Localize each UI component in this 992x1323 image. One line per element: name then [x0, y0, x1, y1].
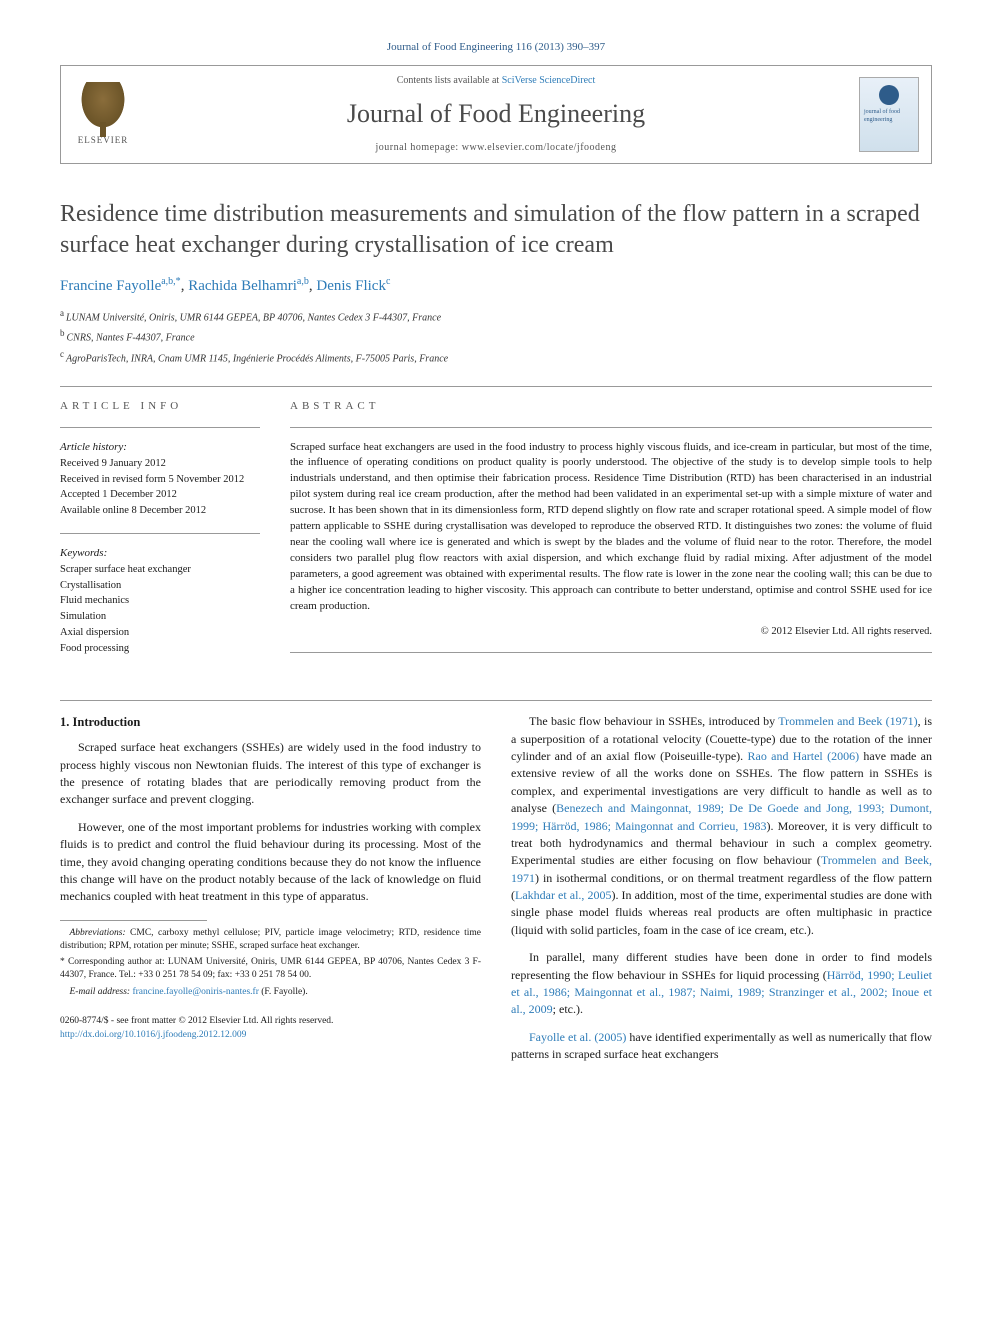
history-line: Received in revised form 5 November 2012 — [60, 473, 260, 488]
affil-text: CNRS, Nantes F-44307, France — [67, 333, 195, 344]
doi-link[interactable]: http://dx.doi.org/10.1016/j.jfoodeng.201… — [60, 1030, 246, 1040]
history-line: Available online 8 December 2012 — [60, 504, 260, 519]
history-label: Article history: — [60, 440, 260, 455]
affiliation-line: cAgroParisTech, INRA, Cnam UMR 1145, Ing… — [60, 348, 932, 366]
divider — [60, 700, 932, 701]
keyword: Axial dispersion — [60, 626, 260, 641]
body-paragraph: Scraped surface heat exchangers (SSHEs) … — [60, 739, 481, 809]
footnotes: Abbreviations: CMC, carboxy methyl cellu… — [60, 927, 481, 999]
contents-prefix: Contents lists available at — [397, 75, 502, 86]
divider — [290, 652, 932, 653]
affil-sup: b — [60, 328, 65, 338]
abstract-panel: ABSTRACT Scraped surface heat exchangers… — [290, 399, 932, 670]
footnote-corresponding: * Corresponding author at: LUNAM Univers… — [60, 956, 481, 982]
body-paragraph: However, one of the most important probl… — [60, 819, 481, 906]
homepage-prefix: journal homepage: — [376, 142, 462, 153]
keyword: Simulation — [60, 610, 260, 625]
keyword: Fluid mechanics — [60, 594, 260, 609]
footnote-abbrev-label: Abbreviations: — [70, 928, 126, 938]
author-affil-sup: a,b — [297, 276, 309, 287]
affiliation-line: bCNRS, Nantes F-44307, France — [60, 327, 932, 345]
text-span: The basic flow behaviour in SSHEs, intro… — [529, 714, 778, 728]
abstract-heading: ABSTRACT — [290, 399, 932, 414]
divider — [290, 427, 932, 428]
footnote-divider — [60, 920, 207, 921]
affil-sup: a — [60, 308, 64, 318]
author-link[interactable]: Rachida Belhamri — [188, 278, 297, 294]
journal-cover-text: journal of food engineering — [864, 108, 914, 125]
abstract-text: Scraped surface heat exchangers are used… — [290, 440, 932, 615]
keyword: Scraper surface heat exchanger — [60, 563, 260, 578]
article-info-panel: ARTICLE INFO Article history: Received 9… — [60, 399, 260, 670]
email-link[interactable]: francine.fayolle@oniris-nantes.fr — [132, 987, 258, 997]
text-span: ; etc.). — [553, 1002, 583, 1016]
article-title: Residence time distribution measurements… — [60, 199, 932, 261]
divider — [60, 533, 260, 534]
email-name: (F. Fayolle). — [261, 987, 307, 997]
divider — [60, 386, 932, 387]
copyright-line: © 2012 Elsevier Ltd. All rights reserved… — [290, 625, 932, 640]
contents-available-line: Contents lists available at SciVerse Sci… — [133, 74, 859, 88]
header-citation: Journal of Food Engineering 116 (2013) 3… — [60, 40, 932, 55]
homepage-url[interactable]: www.elsevier.com/locate/jfoodeng — [462, 142, 617, 153]
left-column: 1. Introduction Scraped surface heat exc… — [60, 713, 481, 1073]
divider — [60, 427, 260, 428]
right-column: The basic flow behaviour in SSHEs, intro… — [511, 713, 932, 1073]
header-box: ELSEVIER Contents lists available at Sci… — [60, 65, 932, 163]
author-affil-sup: c — [386, 276, 390, 287]
authors-list: Francine Fayollea,b,*, Rachida Belhamria… — [60, 275, 932, 297]
history-line: Accepted 1 December 2012 — [60, 488, 260, 503]
homepage-line: journal homepage: www.elsevier.com/locat… — [133, 141, 859, 155]
affil-sup: c — [60, 349, 64, 359]
author-link[interactable]: Francine Fayolle — [60, 278, 161, 294]
body-paragraph: In parallel, many different studies have… — [511, 949, 932, 1019]
footnote-email: E-mail address: francine.fayolle@oniris-… — [60, 986, 481, 999]
affiliation-line: aLUNAM Université, Oniris, UMR 6144 GEPE… — [60, 307, 932, 325]
email-label: E-mail address: — [70, 987, 131, 997]
affiliations: aLUNAM Université, Oniris, UMR 6144 GEPE… — [60, 307, 932, 366]
article-info-heading: ARTICLE INFO — [60, 399, 260, 414]
body-paragraph: Fayolle et al. (2005) have identified ex… — [511, 1029, 932, 1064]
elsevier-logo: ELSEVIER — [73, 80, 133, 150]
sciencedirect-link[interactable]: SciVerse ScienceDirect — [502, 75, 596, 86]
keyword: Food processing — [60, 642, 260, 657]
affil-text: LUNAM Université, Oniris, UMR 6144 GEPEA… — [66, 312, 441, 323]
author-link[interactable]: Denis Flick — [316, 278, 386, 294]
history-line: Received 9 January 2012 — [60, 457, 260, 472]
footer-line: 0260-8774/$ - see front matter © 2012 El… — [60, 1015, 481, 1029]
citation-link[interactable]: Fayolle et al. (2005) — [529, 1030, 626, 1044]
author-affil-sup: a,b,* — [161, 276, 180, 287]
journal-name: Journal of Food Engineering — [133, 96, 859, 132]
keyword: Crystallisation — [60, 579, 260, 594]
page-footer: 0260-8774/$ - see front matter © 2012 El… — [60, 1015, 481, 1043]
body-paragraph: The basic flow behaviour in SSHEs, intro… — [511, 713, 932, 939]
section-heading: 1. Introduction — [60, 713, 481, 731]
elsevier-tree-icon — [78, 82, 128, 132]
citation-link[interactable]: Trommelen and Beek (1971) — [778, 714, 917, 728]
keywords-label: Keywords: — [60, 546, 260, 561]
citation-link[interactable]: Rao and Hartel (2006) — [747, 749, 859, 763]
citation-link[interactable]: Lakhdar et al., 2005 — [515, 888, 611, 902]
affil-text: AgroParisTech, INRA, Cnam UMR 1145, Ingé… — [66, 353, 448, 364]
footnote-abbrev: Abbreviations: CMC, carboxy methyl cellu… — [60, 927, 481, 953]
journal-cover-thumbnail: journal of food engineering — [859, 77, 919, 152]
journal-cover-icon — [879, 85, 899, 105]
